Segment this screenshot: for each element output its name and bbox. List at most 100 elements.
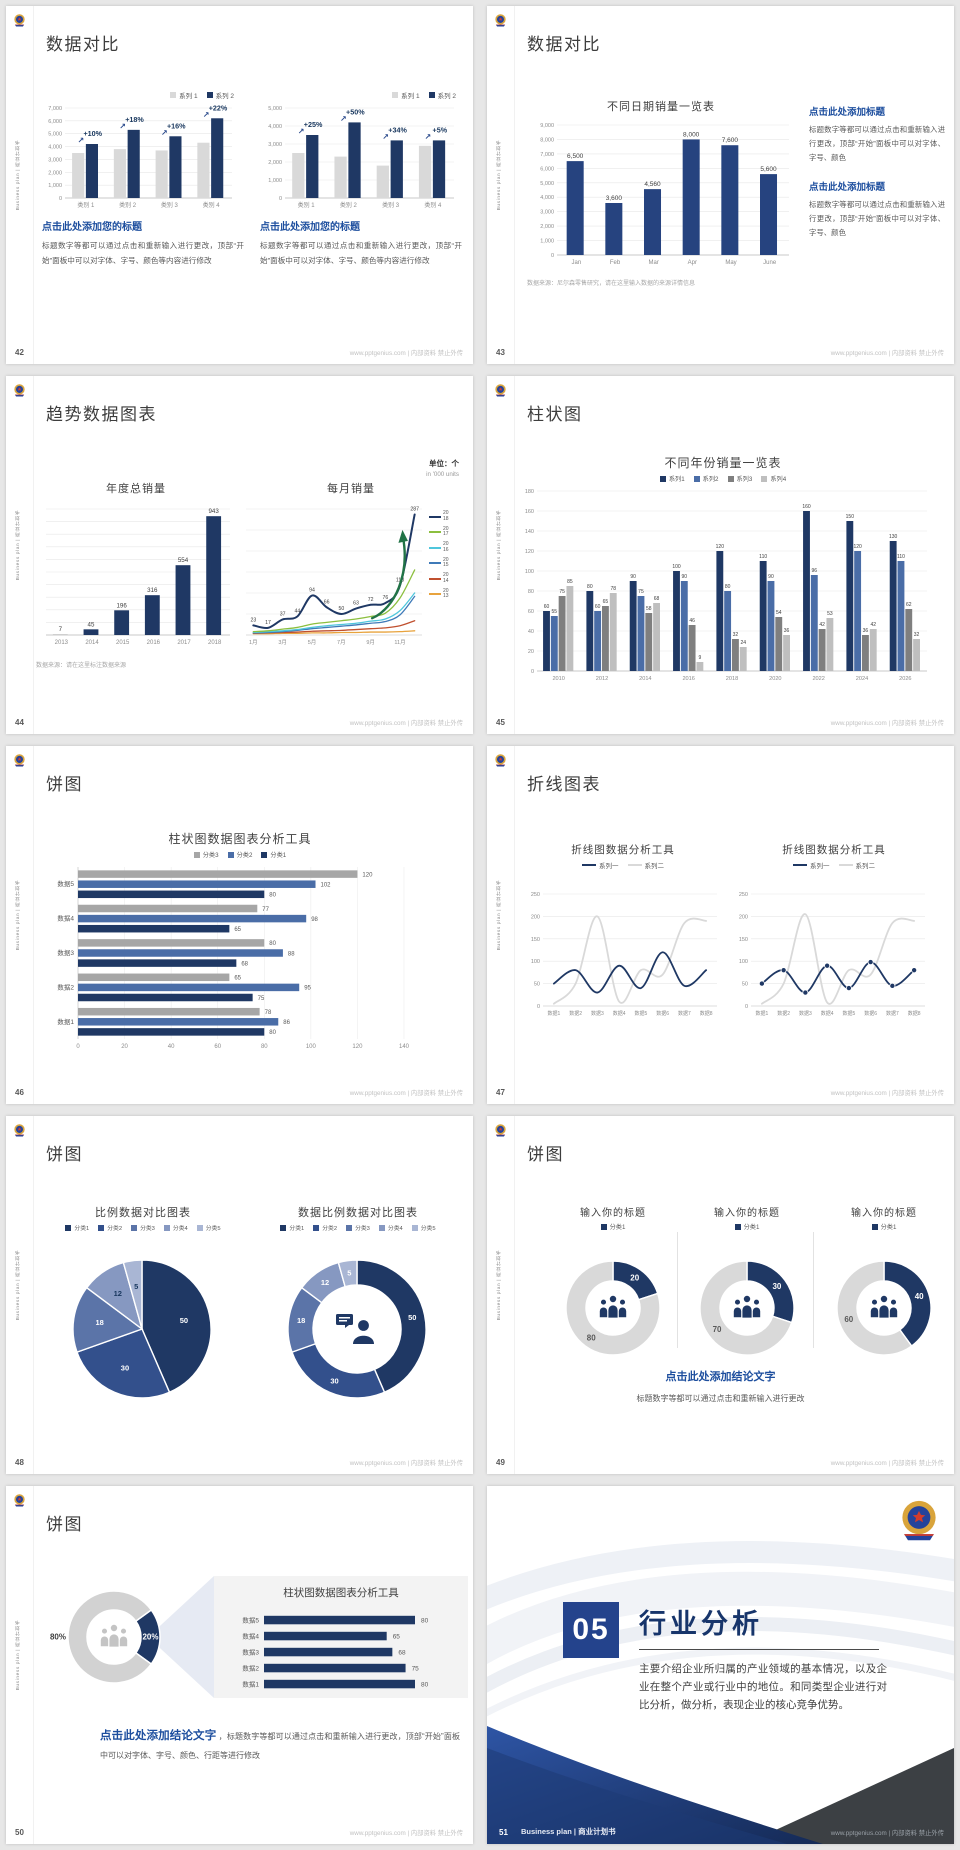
police-emblem-icon (898, 1498, 940, 1544)
chart-title: 输入你的标题 (580, 1208, 646, 1219)
svg-text:160: 160 (802, 504, 811, 510)
svg-text:80%: 80% (50, 1633, 66, 1642)
svg-text:11月: 11月 (394, 639, 405, 646)
svg-text:6,000: 6,000 (540, 166, 554, 172)
svg-text:80: 80 (421, 1618, 429, 1625)
slide-title: 饼图 (46, 775, 83, 794)
svg-text:78: 78 (610, 586, 616, 592)
slide-48: Business plan | 商业计划书 饼图 比例数据对比图表 分类1 分类2 分… (6, 1116, 473, 1474)
police-emblem-icon (13, 383, 26, 398)
svg-text:0: 0 (531, 669, 534, 675)
svg-text:110: 110 (759, 554, 767, 560)
slide-title: 柱状图 (527, 405, 583, 424)
svg-text:数据3: 数据3 (57, 948, 74, 957)
svg-text:2024: 2024 (856, 676, 868, 682)
conclusion-sub: 标题数字等都可以通过点击和重新输入进行更改 (636, 1394, 805, 1403)
svg-text:44: 44 (294, 609, 300, 615)
svg-text:1月: 1月 (249, 639, 258, 646)
chart-legend: 系列一 系列二 (521, 860, 725, 870)
svg-text:943: 943 (208, 508, 219, 515)
svg-text:37: 37 (280, 611, 286, 617)
svg-text:30: 30 (121, 1364, 129, 1373)
svg-text:数据3: 数据3 (242, 1648, 259, 1657)
svg-text:数据5: 数据5 (634, 1010, 647, 1017)
svg-text:↗: ↗ (161, 128, 168, 137)
svg-text:类别 1: 类别 1 (298, 201, 316, 209)
svg-text:4,000: 4,000 (268, 124, 282, 130)
slide-sidebar: Business plan | 商业计划书 (6, 746, 34, 1104)
police-emblem-icon (13, 1493, 26, 1508)
svg-text:85: 85 (567, 579, 573, 585)
svg-text:196: 196 (116, 602, 127, 609)
chart-legend: 分类3 分类2 分类1 (42, 850, 438, 859)
line-chart-right: 折线图数据分析工具 系列一 系列二 0 50 100 150 200 250 数据1 数据2 数据3 数… (729, 842, 939, 1028)
svg-text:75: 75 (258, 996, 265, 1002)
svg-text:77: 77 (262, 907, 269, 913)
caption-body: 标题数字等都可以通过点击和重新输入进行更改，顶部“开始”面板中可以对字体、字号、… (42, 241, 244, 265)
section-body: 主要介绍企业所归属的产业领域的基本情况，以及企业在整个产业或行业中的地位。和同类… (639, 1663, 887, 1712)
slide-footer: www.pptgenius.com | 内部资料 禁止外传 (349, 350, 463, 357)
svg-text:102: 102 (321, 882, 332, 888)
chart-title: 每月销量 (327, 483, 375, 495)
caption-column: 点击此处添加标题 标题数字等都可以通过点击和重新输入进行更改，顶部“开始”面板中… (809, 104, 945, 240)
svg-text:80: 80 (587, 1333, 596, 1342)
slide-43: Business plan | 商业计划书 数据对比 不同日期销量一览表 0 1,0… (487, 6, 954, 364)
svg-text:68: 68 (241, 961, 248, 967)
svg-text:↗: ↗ (203, 110, 210, 119)
slide-sidebar: Business plan | 商业计划书 (487, 376, 515, 734)
svg-text:150: 150 (846, 514, 855, 520)
svg-text:数据4: 数据4 (242, 1632, 259, 1641)
svg-text:86: 86 (283, 1020, 290, 1026)
svg-text:2017: 2017 (177, 640, 191, 646)
chart-legend: 分类1 (543, 1222, 683, 1231)
svg-text:4,560: 4,560 (644, 181, 661, 188)
svg-text:110: 110 (897, 554, 905, 560)
svg-text:+16%: +16% (167, 121, 186, 130)
chart-title: 年度总销量 (106, 483, 166, 495)
page-number: 49 (496, 1458, 505, 1467)
svg-text:200: 200 (739, 914, 748, 920)
svg-text:数据5: 数据5 (57, 879, 74, 888)
svg-text:2013: 2013 (55, 640, 69, 646)
svg-text:287: 287 (410, 506, 419, 512)
svg-text:数据8: 数据8 (908, 1010, 921, 1017)
svg-text:2014: 2014 (639, 676, 651, 682)
svg-text:数据3: 数据3 (591, 1010, 604, 1017)
svg-text:36: 36 (784, 628, 790, 634)
svg-text:↗: ↗ (298, 127, 305, 136)
svg-text:42: 42 (870, 622, 876, 628)
caption-heading: 点击此处添加标题 (809, 182, 886, 194)
svg-text:6,000: 6,000 (48, 119, 62, 125)
svg-text:7,600: 7,600 (722, 137, 739, 144)
donut-callout-bars: 20% 80% 柱状图数据图表分析工具 数据5 80 数据4 65 数据3 68 数据2 75 数据1… (12, 1572, 468, 1722)
svg-text:类别 4: 类别 4 (203, 201, 221, 209)
svg-text:Apr: Apr (688, 260, 697, 266)
svg-text:50: 50 (180, 1316, 188, 1325)
svg-text:200: 200 (531, 914, 540, 920)
svg-text:90: 90 (682, 574, 688, 580)
svg-text:94: 94 (309, 588, 315, 594)
section-title: 行业分析 (639, 1609, 763, 1639)
conclusion-heading: 点击此处添加结论文字 (100, 1730, 217, 1742)
background-waves (487, 1541, 954, 1844)
chart-title: 比例数据对比图表 (95, 1207, 191, 1219)
chart-legend: 分类1 分类2 分类3 分类4 分类5 (250, 1223, 466, 1232)
footer-caption: Business plan | 商业计划书 (521, 1827, 616, 1836)
caption-body: 标题数字等都可以通过点击和重新输入进行更改，顶部“开始”面板中可以对字体、字号、… (809, 200, 945, 238)
svg-text:80: 80 (269, 1030, 276, 1036)
sidebar-caption: Business plan | 商业计划书 (497, 1250, 502, 1321)
svg-text:80: 80 (269, 941, 276, 947)
svg-text:类别 3: 类别 3 (382, 201, 400, 209)
svg-text:3月: 3月 (278, 639, 287, 646)
slide-footer: www.pptgenius.com | 内部资料 禁止外传 (830, 1090, 944, 1097)
svg-text:18: 18 (297, 1316, 305, 1325)
svg-text:90: 90 (768, 574, 774, 580)
slide-45: Business plan | 商业计划书 柱状图 不同年份销量一览表 系列1 系列… (487, 376, 954, 734)
svg-text:5,000: 5,000 (540, 181, 554, 187)
svg-text:2,000: 2,000 (540, 224, 554, 230)
section-number: 05 (563, 1602, 619, 1658)
svg-text:3,000: 3,000 (540, 210, 554, 216)
sidebar-caption: Business plan | 商业计划书 (497, 510, 502, 581)
caption-block: 点击此处添加您的标题 标题数字等都可以通过点击和重新输入进行更改，顶部“开始”面… (42, 218, 244, 269)
svg-text:120: 120 (352, 1044, 363, 1050)
